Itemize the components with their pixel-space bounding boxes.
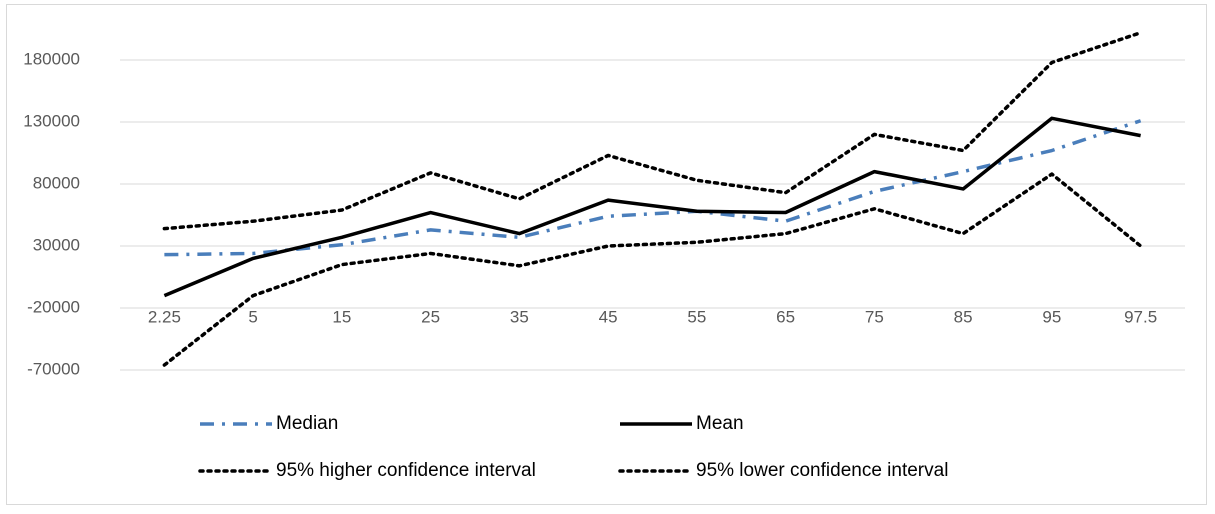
x-tick-label: 55 — [687, 307, 706, 326]
x-tick-label: 97.5 — [1124, 307, 1157, 326]
legend-label: Mean — [696, 413, 744, 434]
x-tick-label: 85 — [954, 307, 973, 326]
series-line — [162, 30, 1143, 231]
x-tick-label: 95 — [1042, 307, 1061, 326]
legend-label: 95% higher confidence interval — [276, 460, 536, 481]
y-tick-label: 80000 — [33, 173, 80, 192]
x-tick-label: 75 — [865, 307, 884, 326]
y-tick-label: 30000 — [33, 235, 80, 254]
x-tick-label: 5 — [248, 307, 257, 326]
series-line — [162, 172, 1143, 367]
y-tick-label: -70000 — [27, 359, 80, 378]
y-tick-label: 130000 — [23, 111, 80, 130]
x-tick-label: 35 — [510, 307, 529, 326]
x-tick-label: 25 — [421, 307, 440, 326]
y-tick-label: -20000 — [27, 297, 80, 316]
x-tick-label: 45 — [599, 307, 618, 326]
y-tick-label: 180000 — [23, 49, 80, 68]
series-line — [163, 116, 1141, 298]
x-tick-label: 65 — [776, 307, 795, 326]
x-tick-label: 15 — [332, 307, 351, 326]
legend-label: Median — [276, 413, 338, 434]
x-tick-label: 2.25 — [148, 307, 181, 326]
legend-label: 95% lower confidence interval — [696, 460, 948, 481]
series-line — [164, 119, 1142, 257]
